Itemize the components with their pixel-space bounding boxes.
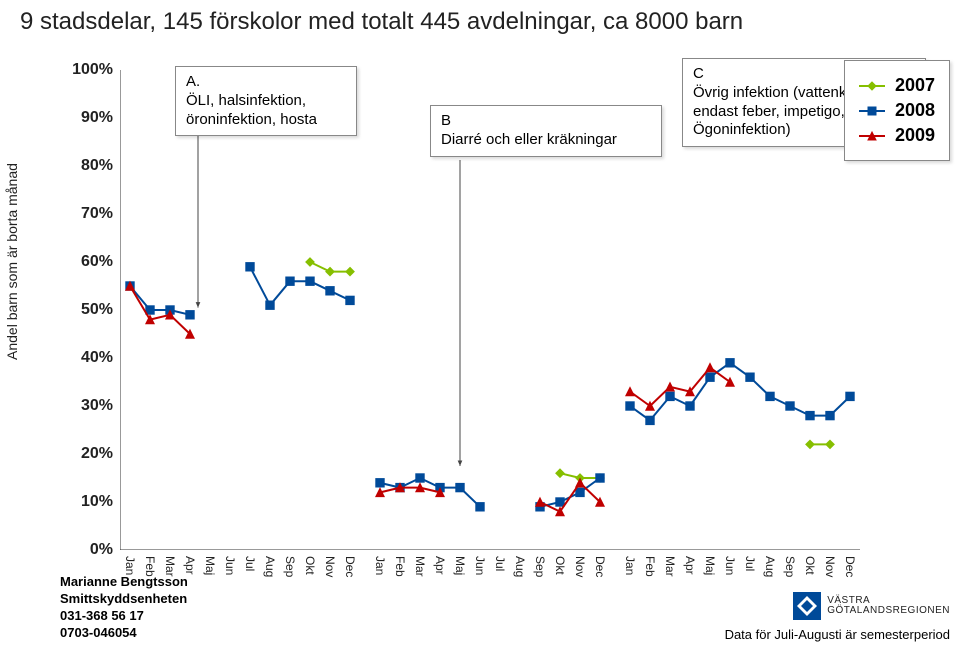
x-tick-label: Sep — [533, 556, 547, 577]
x-tick-label: Jan — [623, 556, 637, 575]
x-tick-label: Jul — [243, 556, 257, 571]
x-tick-label: Feb — [643, 556, 657, 577]
legend-swatch — [859, 126, 885, 146]
logo-line2: GÖTALANDSREGIONEN — [827, 606, 950, 617]
y-tick-label: 20% — [58, 445, 113, 463]
footer-org: Smittskyddsenheten — [60, 591, 188, 608]
y-tick-label: 10% — [58, 493, 113, 511]
y-tick-label: 40% — [58, 349, 113, 367]
y-tick-label: 0% — [58, 541, 113, 559]
x-tick-label: Maj — [453, 556, 467, 575]
logo-icon — [793, 592, 821, 620]
logo: VÄSTRA GÖTALANDSREGIONEN — [793, 592, 950, 620]
page: 9 stadsdelar, 145 förskolor med totalt 4… — [0, 0, 960, 650]
y-tick-label: 90% — [58, 109, 113, 127]
legend-swatch — [859, 76, 885, 96]
x-tick-label: Apr — [183, 556, 197, 575]
x-tick-label: Okt — [553, 556, 567, 575]
x-tick-label: Dec — [593, 556, 607, 577]
callout-b: B Diarré och eller kräkningar — [430, 105, 662, 157]
footer-author: Marianne Bengtsson Smittskyddsenheten 03… — [60, 574, 188, 642]
footer-phone1: 031-368 56 17 — [60, 608, 188, 625]
x-tick-label: Mar — [663, 556, 677, 577]
y-tick-label: 70% — [58, 205, 113, 223]
y-axis-label: Andel barn som är borta månad — [4, 163, 20, 360]
x-tick-label: Jun — [473, 556, 487, 575]
legend-label: 2007 — [895, 75, 935, 96]
callout-a-text: ÖLI, halsinfektion, öroninfektion, hosta — [186, 92, 317, 128]
x-tick-label: Okt — [803, 556, 817, 575]
footer-phone2: 0703-046054 — [60, 625, 188, 642]
legend-label: 2009 — [895, 125, 935, 146]
y-tick-label: 50% — [58, 301, 113, 319]
x-tick-label: Okt — [303, 556, 317, 575]
callout-b-letter: B — [441, 112, 651, 131]
footer-note: Data för Juli-Augusti är semesterperiod — [725, 627, 950, 642]
x-tick-label: Apr — [683, 556, 697, 575]
x-tick-label: Nov — [823, 556, 837, 577]
callout-a-letter: A. — [186, 73, 346, 92]
x-tick-label: Mar — [413, 556, 427, 577]
y-tick-label: 80% — [58, 157, 113, 175]
x-tick-label: Sep — [283, 556, 297, 577]
logo-text: VÄSTRA GÖTALANDSREGIONEN — [827, 596, 950, 617]
legend-item: 2009 — [859, 125, 935, 146]
y-tick-label: 100% — [58, 61, 113, 79]
x-tick-label: Maj — [203, 556, 217, 575]
x-tick-label: Dec — [843, 556, 857, 577]
x-tick-label: Aug — [513, 556, 527, 577]
x-tick-label: Nov — [573, 556, 587, 577]
x-tick-label: Jul — [743, 556, 757, 571]
x-tick-label: Dec — [343, 556, 357, 577]
x-tick-label: Nov — [323, 556, 337, 577]
y-tick-label: 30% — [58, 397, 113, 415]
x-tick-label: Maj — [703, 556, 717, 575]
x-tick-label: Jan — [373, 556, 387, 575]
page-title: 9 stadsdelar, 145 förskolor med totalt 4… — [20, 8, 743, 36]
legend-item: 2008 — [859, 100, 935, 121]
legend-swatch — [859, 101, 885, 121]
footer-name: Marianne Bengtsson — [60, 574, 188, 591]
x-tick-label: Apr — [433, 556, 447, 575]
x-tick-label: Jul — [493, 556, 507, 571]
legend: 2007 2008 2009 — [844, 60, 950, 161]
x-tick-label: Jan — [123, 556, 137, 575]
legend-label: 2008 — [895, 100, 935, 121]
x-tick-label: Sep — [783, 556, 797, 577]
x-tick-label: Feb — [393, 556, 407, 577]
x-tick-label: Jun — [223, 556, 237, 575]
x-tick-label: Jun — [723, 556, 737, 575]
callout-a: A. ÖLI, halsinfektion, öroninfektion, ho… — [175, 66, 357, 136]
y-tick-label: 60% — [58, 253, 113, 271]
x-tick-label: Aug — [763, 556, 777, 577]
callout-b-text: Diarré och eller kräkningar — [441, 131, 617, 148]
x-tick-label: Aug — [263, 556, 277, 577]
legend-item: 2007 — [859, 75, 935, 96]
